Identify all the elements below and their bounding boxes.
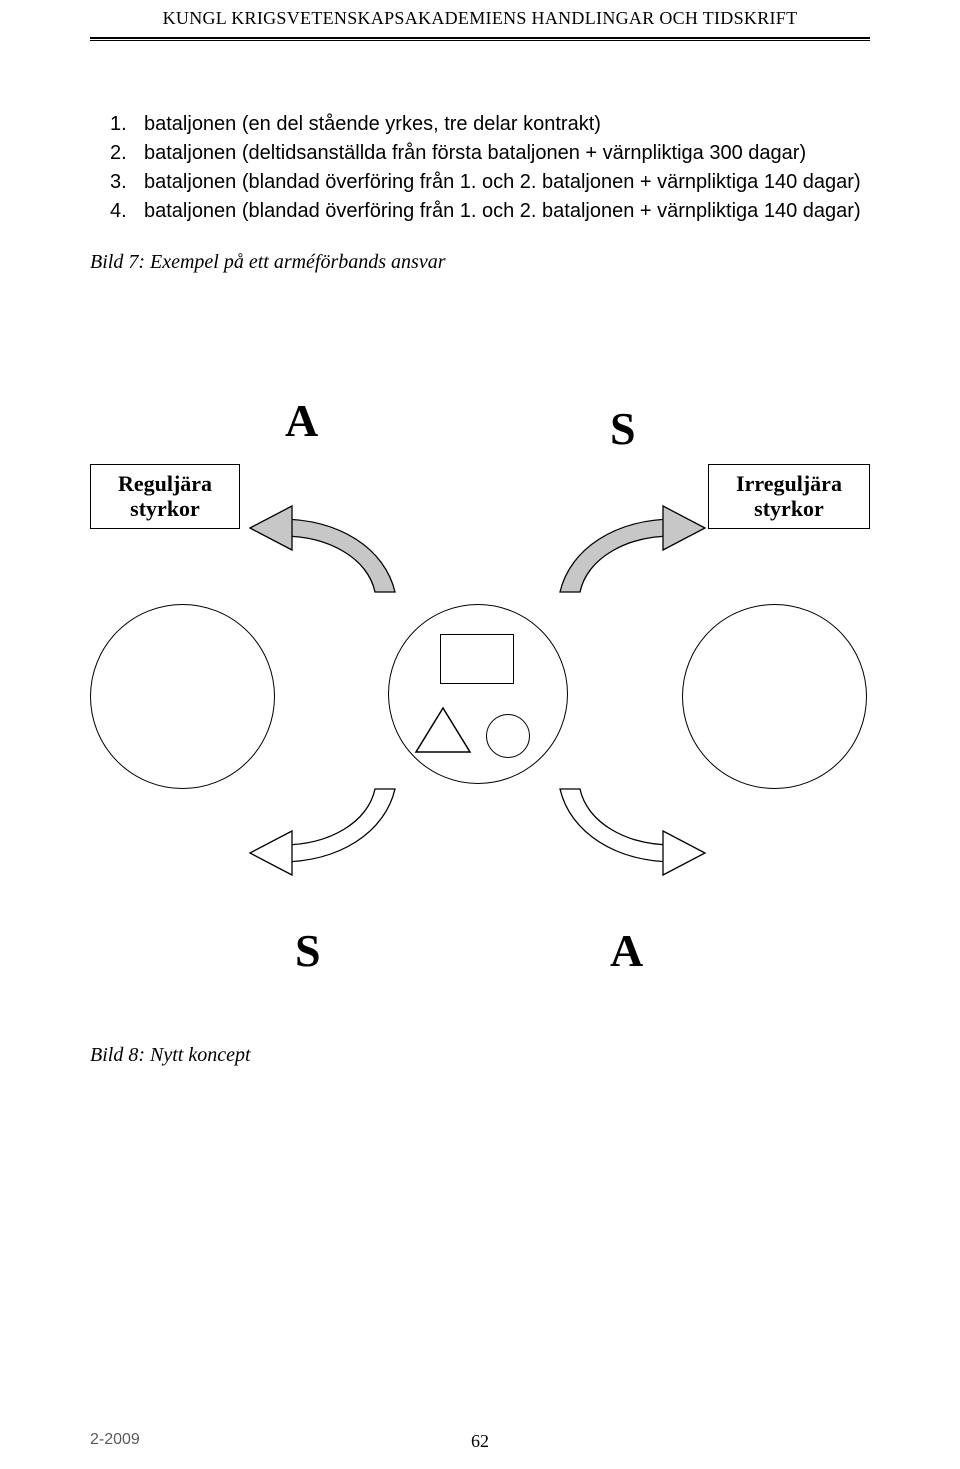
list-number: 4.: [110, 198, 144, 225]
arrow-bottom-left-icon: [210, 764, 410, 894]
box-left-line2: styrkor: [130, 496, 200, 521]
numbered-list: 1. bataljonen (en del stående yrkes, tre…: [110, 111, 870, 225]
letter-s-top: S: [610, 402, 636, 455]
header-rule-thin: [90, 40, 870, 41]
box-left-line1: Reguljära: [118, 471, 212, 496]
page-header: KUNGL KRIGSVETENSKAPSAKADEMIENS HANDLING…: [90, 0, 870, 35]
footer-page-number: 62: [471, 1431, 489, 1452]
list-number: 1.: [110, 111, 144, 138]
list-item: 3. bataljonen (blandad överföring från 1…: [110, 169, 870, 196]
circle-right: [682, 604, 867, 789]
circle-left: [90, 604, 275, 789]
figure7-caption: Bild 7: Exempel på ett arméförbands ansv…: [90, 251, 870, 274]
page-footer: 2-2009 62: [90, 1431, 870, 1449]
letter-a-bottom: A: [610, 924, 643, 977]
letter-a-top: A: [285, 394, 318, 447]
list-text: bataljonen (deltidsanställda från första…: [144, 140, 870, 167]
footer-issue: 2-2009: [90, 1431, 140, 1449]
center-rectangle-icon: [440, 634, 514, 684]
box-right-line1: Irreguljära: [736, 471, 842, 496]
figure8-diagram: A S Reguljära styrkor Irreguljära styrko…: [90, 394, 870, 1034]
list-number: 3.: [110, 169, 144, 196]
header-rule-thick: [90, 37, 870, 39]
letter-s-bottom: S: [295, 924, 321, 977]
list-item: 4. bataljonen (blandad överföring från 1…: [110, 198, 870, 225]
list-text: bataljonen (blandad överföring från 1. o…: [144, 169, 870, 196]
figure8-caption: Bild 8: Nytt koncept: [90, 1044, 870, 1067]
box-right-line2: styrkor: [754, 496, 824, 521]
list-item: 2. bataljonen (deltidsanställda från för…: [110, 140, 870, 167]
list-text: bataljonen (blandad överföring från 1. o…: [144, 198, 870, 225]
center-triangle-icon: [412, 702, 474, 758]
list-item: 1. bataljonen (en del stående yrkes, tre…: [110, 111, 870, 138]
center-small-circle-icon: [486, 714, 530, 758]
list-text: bataljonen (en del stående yrkes, tre de…: [144, 111, 870, 138]
list-number: 2.: [110, 140, 144, 167]
arrow-bottom-right-icon: [545, 764, 745, 894]
